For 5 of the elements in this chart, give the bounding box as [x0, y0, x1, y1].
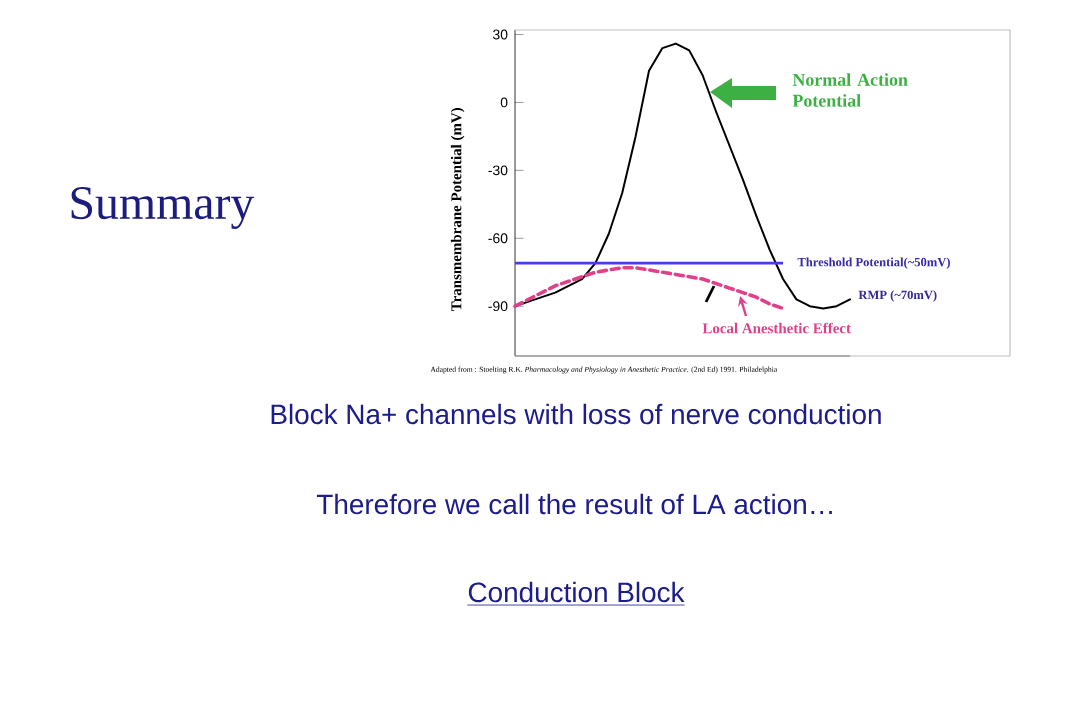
text: Summary: [71, 187, 255, 229]
text: Conduction Block: [468, 581, 685, 603]
text: Block Na+ channels with loss of nerve conduction: [271, 403, 881, 425]
annotation: Normal Action Potential: [792, 73, 908, 107]
text: Therefore we call the result of LA action…: [316, 493, 832, 515]
